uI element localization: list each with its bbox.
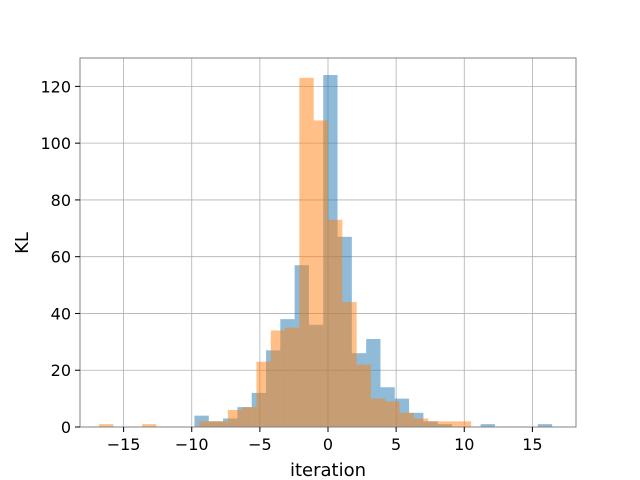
histogram-bar [142, 424, 157, 427]
x-tick-label: 5 [391, 435, 401, 454]
histogram-bar [480, 424, 495, 427]
histogram-bar [342, 302, 357, 427]
histogram-bar [99, 424, 114, 427]
histogram-bar [213, 421, 228, 427]
histogram-bar [370, 398, 386, 427]
histogram-bar [399, 412, 414, 427]
histogram-bar [328, 219, 343, 427]
y-axis-label: KL [12, 232, 33, 254]
y-tick-label: 0 [61, 418, 71, 437]
histogram-bar [256, 361, 271, 427]
histogram-bar [456, 421, 472, 427]
histogram-bar [299, 77, 314, 427]
histogram-bar [413, 418, 429, 427]
x-tick-label: −5 [248, 435, 272, 454]
histogram-bar [227, 409, 243, 427]
histogram-bar [270, 330, 286, 427]
y-tick-label: 40 [51, 304, 71, 323]
x-tick-label: 10 [454, 435, 474, 454]
y-tick-label: 80 [51, 191, 71, 210]
histogram-series-2 [99, 77, 472, 427]
histogram-bar [199, 421, 214, 427]
histogram-series-1 [194, 75, 553, 428]
x-tick-label: −10 [175, 435, 209, 454]
y-tick-label: 20 [51, 361, 71, 380]
histogram-bar [428, 421, 443, 427]
histogram-bar [385, 401, 400, 427]
x-tick-label: −15 [107, 435, 141, 454]
x-axis-label: iteration [290, 460, 366, 480]
histogram-bar [356, 364, 371, 427]
y-tick-label: 100 [40, 134, 71, 153]
ticks-layer: −15 −10 −5 0 5 10 15 0 20 40 60 80 100 120 [40, 77, 542, 454]
x-tick-label: 15 [522, 435, 542, 454]
y-tick-label: 120 [40, 77, 71, 96]
histogram-bar [442, 421, 457, 427]
bars-layer [99, 75, 553, 428]
histogram-bar [194, 415, 209, 427]
histogram-bar [242, 407, 257, 427]
x-tick-label: 0 [323, 435, 333, 454]
y-tick-label: 60 [51, 248, 71, 267]
histogram-bar [285, 327, 300, 427]
histogram-bar [537, 424, 553, 427]
histogram-bar [313, 120, 328, 427]
